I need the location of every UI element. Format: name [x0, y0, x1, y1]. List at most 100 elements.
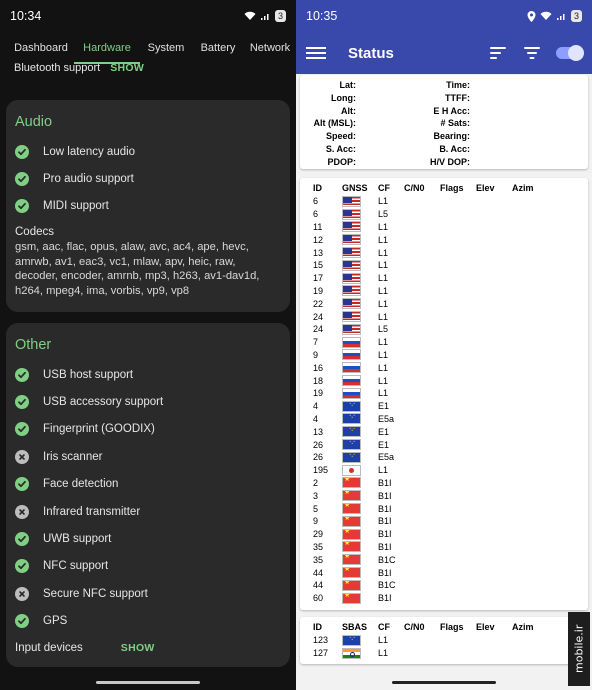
table-row: 127 L1	[300, 647, 588, 660]
carrier-frequency: B1I	[378, 567, 392, 578]
sort-icon[interactable]	[488, 43, 508, 63]
carrier-frequency: B1I	[378, 529, 392, 540]
sat-id: 3	[313, 490, 319, 501]
location-label: Alt (MSL):	[313, 118, 357, 129]
sbas-table-header: ID SBAS CF C/N0 Flags Elev Azim	[300, 620, 588, 634]
location-label: Alt:	[341, 105, 356, 116]
constellation-cell	[342, 400, 378, 412]
menu-icon[interactable]	[306, 43, 326, 63]
table-row: 13 E1	[300, 425, 588, 438]
location-label: Time:	[446, 80, 470, 90]
table-row: 4 E5a	[300, 413, 588, 426]
flag-eu-icon	[342, 426, 361, 438]
flag-china-icon	[342, 579, 361, 591]
flag-russia-icon	[342, 375, 361, 387]
other-card: Other USB host support USB accessory supp…	[6, 323, 290, 667]
sat-id: 4	[313, 413, 319, 424]
column-header: CF	[378, 183, 390, 193]
signal-icon	[556, 14, 565, 20]
carrier-frequency: E1	[378, 426, 390, 437]
table-row: 44 B1C	[300, 579, 588, 592]
app-bar: 10:35 3 Status	[296, 0, 592, 74]
gesture-bar[interactable]	[96, 681, 200, 684]
feature-label: Face detection	[43, 478, 119, 491]
location-label: Long:	[331, 92, 356, 103]
carrier-frequency: L5	[378, 209, 389, 220]
carrier-frequency: E1	[378, 439, 390, 450]
flag-usa-icon	[342, 311, 361, 323]
flag-usa-icon	[342, 272, 361, 284]
flag-china-icon	[342, 503, 361, 515]
location-label: H/V DOP:	[429, 156, 470, 167]
table-row: 18 L1	[300, 374, 588, 387]
feature-label: MIDI support	[43, 200, 109, 213]
flag-usa-icon	[342, 298, 361, 310]
sat-id: 9	[313, 516, 319, 527]
constellation-cell	[342, 285, 378, 297]
location-label: Bearing:	[433, 131, 470, 142]
table-row: 11 L1	[300, 221, 588, 234]
sat-id: 35	[313, 554, 324, 565]
tab-system[interactable]: System	[147, 42, 185, 54]
location-icon	[527, 10, 536, 22]
sat-id: 35	[313, 541, 324, 552]
column-header: SBAS	[342, 622, 368, 632]
constellation-cell	[342, 349, 378, 361]
feature-row: Fingerprint (GOODIX)	[6, 416, 290, 443]
table-row: 17 L1	[300, 272, 588, 285]
flag-china-icon	[342, 515, 361, 527]
location-value	[356, 117, 416, 130]
flag-india-icon	[342, 647, 361, 659]
constellation-cell	[342, 477, 378, 489]
sat-id: 24	[313, 311, 324, 322]
status-time: 10:35	[306, 9, 338, 23]
carrier-frequency: L1	[378, 196, 389, 207]
bluetooth-show-button[interactable]: SHOW	[110, 62, 145, 74]
check-circle-icon	[15, 144, 29, 159]
check-circle-icon	[15, 614, 29, 629]
location-value	[356, 156, 416, 169]
location-value	[470, 143, 530, 156]
other-title: Other	[15, 337, 52, 353]
constellation-cell	[342, 272, 378, 284]
flag-eu-icon	[342, 413, 361, 425]
location-value	[470, 92, 530, 105]
table-row: 9 L1	[300, 349, 588, 362]
flag-eu-icon	[342, 439, 361, 451]
feature-row: Pro audio support	[6, 165, 290, 192]
tab-hardware[interactable]: Hardware	[74, 32, 140, 64]
carrier-frequency: L1	[378, 362, 389, 373]
gps-toggle[interactable]	[556, 45, 584, 61]
location-value	[356, 92, 416, 105]
tab-network[interactable]: Network	[249, 42, 291, 54]
location-card: Lat: Time: Long: TTFF: Alt: E H Acc: Alt (MSL)…	[300, 75, 588, 169]
sat-id: 15	[313, 260, 324, 271]
feature-label: Iris scanner	[43, 450, 103, 463]
carrier-frequency: L1	[378, 247, 389, 258]
carrier-frequency: L1	[378, 349, 389, 360]
flag-usa-icon	[342, 323, 361, 335]
table-row: 13 L1	[300, 246, 588, 259]
carrier-frequency: E1	[378, 401, 390, 412]
battery-badge: 3	[570, 10, 582, 22]
tab-dashboard[interactable]: Dashboard	[14, 42, 68, 54]
flag-eu-icon	[342, 634, 361, 646]
flag-china-icon	[342, 541, 361, 553]
sat-id: 12	[313, 234, 324, 245]
gesture-bar[interactable]	[392, 681, 496, 684]
sat-id: 26	[313, 439, 324, 450]
table-row: 6 L5	[300, 208, 588, 221]
input-devices-show-button[interactable]: SHOW	[120, 641, 155, 654]
sat-id: 22	[313, 298, 324, 309]
status-icons: 3	[527, 10, 582, 22]
location-label: B. Acc:	[439, 143, 470, 154]
check-circle-icon	[15, 367, 29, 382]
constellation-cell	[342, 387, 378, 399]
feature-row: USB host support	[6, 361, 290, 388]
table-row: 26 E1	[300, 438, 588, 451]
tab-battery[interactable]: Battery	[200, 42, 236, 54]
constellation-cell	[342, 634, 378, 646]
location-value	[470, 156, 530, 169]
column-header: GNSS	[342, 183, 368, 193]
filter-icon[interactable]	[522, 43, 542, 63]
